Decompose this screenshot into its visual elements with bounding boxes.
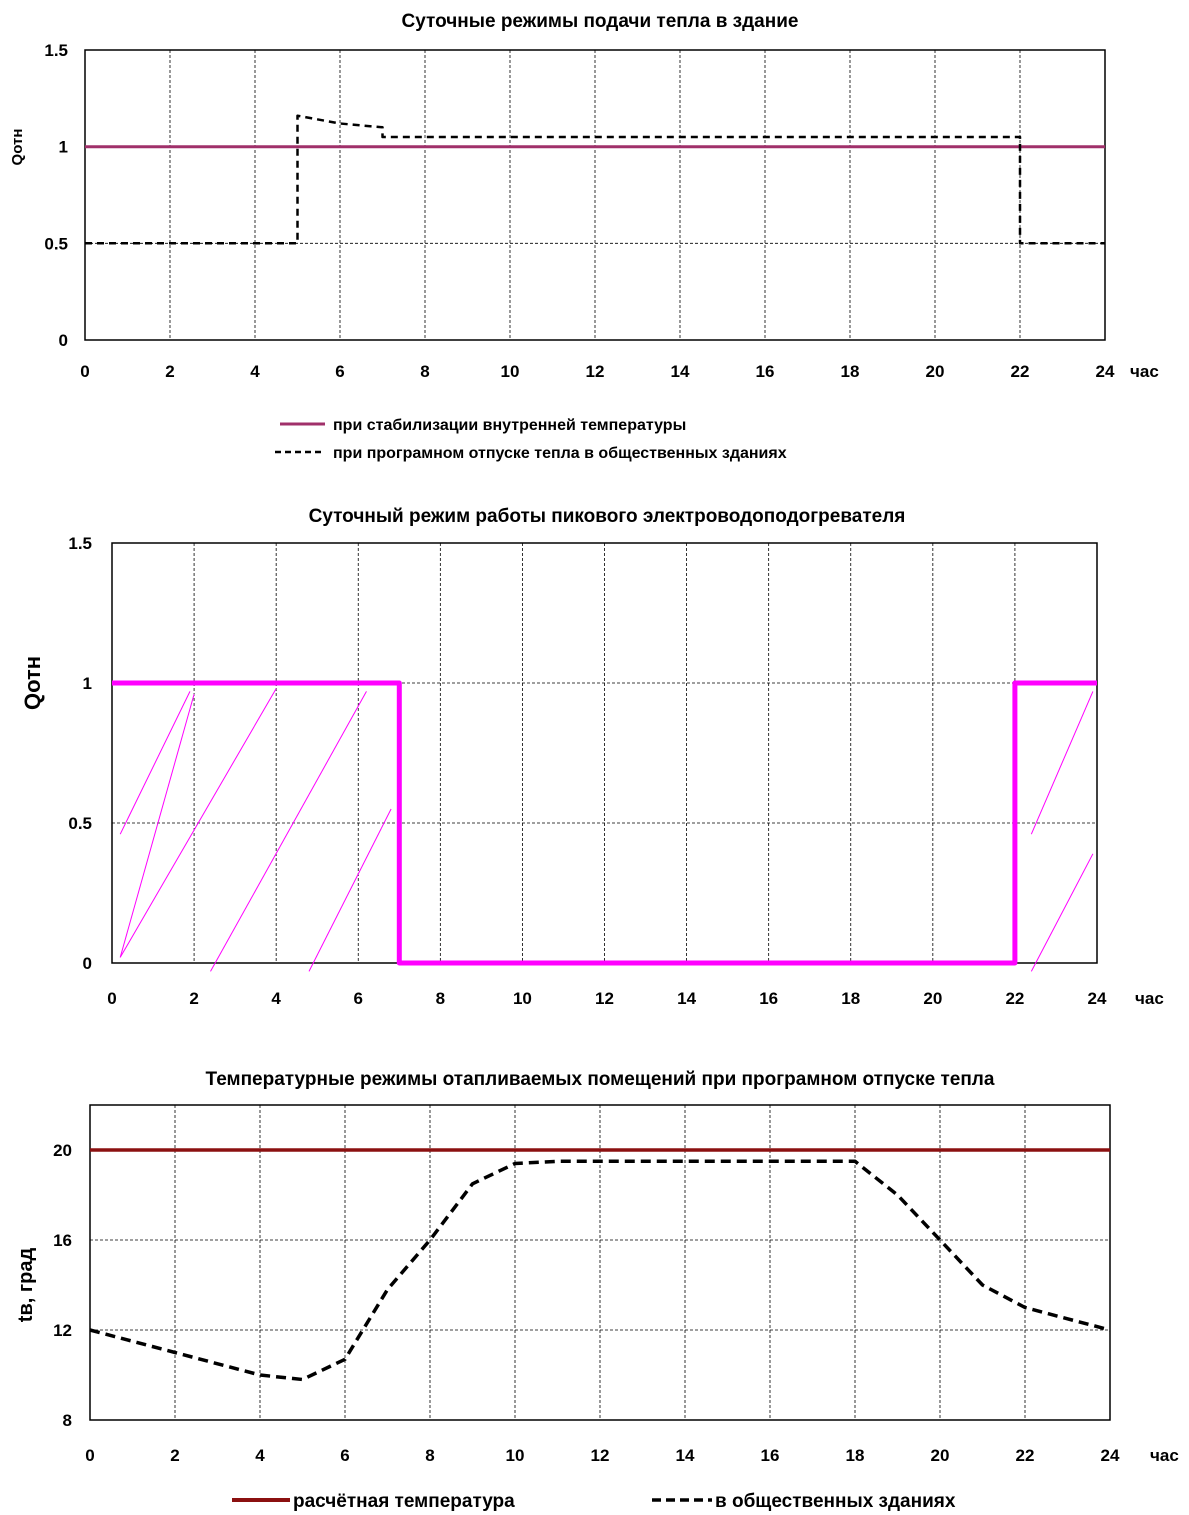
chart3-xlabel: час	[1150, 1446, 1179, 1465]
chart3-x-tick-label: 18	[846, 1446, 865, 1465]
chart2-x-tick-label: 24	[1088, 989, 1107, 1008]
chart2-hatch-line	[1030, 853, 1094, 972]
chart1-x-tick-label: 0	[80, 362, 89, 381]
chart1-x-tick-label: 6	[335, 362, 344, 381]
chart2-x-tick-label: 2	[189, 989, 198, 1008]
chart1-x-tick-label: 2	[165, 362, 174, 381]
chart1-x-tick-label: 10	[501, 362, 520, 381]
chart3-x-tick-label: 6	[340, 1446, 349, 1465]
chart3-x-tick-label: 4	[255, 1446, 265, 1465]
chart1-x-tick-label: 4	[250, 362, 260, 381]
chart1-y-tick-label: 1	[59, 138, 68, 157]
chart3-legend-label-public: в общественных зданиях	[715, 1491, 956, 1512]
chart2-title: Суточный режим работы пикового электрово…	[309, 506, 906, 527]
chart1-x-tick-label: 12	[586, 362, 605, 381]
chart3-title: Температурные режимы отапливаемых помеще…	[206, 1069, 995, 1090]
chart3-x-tick-label: 2	[170, 1446, 179, 1465]
chart2-hatch-line	[210, 691, 367, 972]
chart2-y-tick-label: 1	[83, 674, 92, 693]
chart1-title: Суточные режимы подачи тепла в здание	[402, 11, 799, 32]
chart2-hatch-line	[1030, 691, 1094, 835]
chart-peak-heater: Суточный режим работы пикового электрово…	[20, 506, 1164, 1008]
chart2-series	[112, 680, 1097, 966]
chart2-x-tick-label: 16	[759, 989, 778, 1008]
chart2-y-tick-label: 0	[83, 954, 92, 973]
chart2-hatch-line	[119, 688, 277, 958]
chart1-x-tick-label: 24	[1096, 362, 1115, 381]
chart2-series-0-line	[112, 680, 1097, 966]
chart2-x-tick-label: 6	[354, 989, 363, 1008]
chart3-x-tick-label: 24	[1101, 1446, 1120, 1465]
chart-heat-supply: Суточные режимы подачи тепла в здание 0 2…	[9, 11, 1159, 462]
chart3-y-tick-label: 20	[53, 1141, 72, 1160]
chart3-y-tick-label: 12	[53, 1321, 72, 1340]
chart1-legend-label-program: при програмном отпуске тепла в обществен…	[333, 445, 787, 462]
chart2-hatch-line	[119, 694, 195, 958]
chart3-series	[89, 1148, 1111, 1382]
chart2-hatch	[119, 688, 1094, 972]
chart2-x-tick-label: 18	[841, 989, 860, 1008]
chart2-hatch-line	[119, 691, 191, 835]
chart3-x-tick-label: 20	[931, 1446, 950, 1465]
chart1-x-tick-label: 14	[671, 362, 690, 381]
chart2-grid	[112, 543, 1097, 963]
chart2-x-tick-label: 20	[923, 989, 942, 1008]
chart3-series-1-line	[89, 1159, 1111, 1382]
chart1-x-tick-label: 8	[420, 362, 429, 381]
chart2-y-tick-label: 0.5	[68, 814, 92, 833]
chart1-series-1-line	[85, 114, 1105, 245]
chart3-x-tick-label: 12	[591, 1446, 610, 1465]
chart2-x-tick-label: 14	[677, 989, 696, 1008]
chart3-x-tick-label: 16	[761, 1446, 780, 1465]
chart1-x-tick-label: 22	[1011, 362, 1030, 381]
chart1-x-tick-label: 18	[841, 362, 860, 381]
chart1-y-tick-label: 0.5	[44, 234, 68, 253]
chart2-y-tick-label: 1.5	[68, 534, 92, 553]
chart1-series	[85, 114, 1105, 245]
chart3-x-tick-label: 10	[506, 1446, 525, 1465]
chart2-x-tick-label: 10	[513, 989, 532, 1008]
chart1-xlabel: час	[1130, 362, 1159, 381]
chart3-x-tick-label: 8	[425, 1446, 434, 1465]
chart1-x-tick-label: 20	[926, 362, 945, 381]
chart2-x-tick-label: 22	[1005, 989, 1024, 1008]
chart3-y-tick-label: 16	[53, 1231, 72, 1250]
chart3-y-tick-label: 8	[63, 1411, 72, 1430]
chart2-x-tick-label: 4	[271, 989, 281, 1008]
chart2-x-tick-label: 12	[595, 989, 614, 1008]
chart1-legend-label-stabilization: при стабилизации внутренней температуры	[333, 417, 686, 434]
chart1-ylabel: Qотн	[9, 129, 26, 166]
chart2-xlabel: час	[1135, 989, 1164, 1008]
chart3-ylabel: tв, град	[15, 1247, 37, 1322]
chart1-y-tick-label: 1.5	[44, 41, 68, 60]
chart1-x-tick-label: 16	[756, 362, 775, 381]
chart-room-temperature: Температурные режимы отапливаемых помеще…	[15, 1069, 1179, 1512]
chart3-x-tick-label: 22	[1016, 1446, 1035, 1465]
chart1-y-tick-label: 0	[59, 331, 68, 350]
chart3-x-tick-label: 14	[676, 1446, 695, 1465]
chart3-x-tick-label: 0	[85, 1446, 94, 1465]
chart2-x-tick-label: 0	[107, 989, 116, 1008]
chart2-x-tick-label: 8	[436, 989, 445, 1008]
chart3-legend-label-design: расчётная температура	[293, 1491, 515, 1512]
chart2-hatch-line	[308, 808, 392, 972]
chart2-ylabel: Qотн	[20, 656, 45, 710]
